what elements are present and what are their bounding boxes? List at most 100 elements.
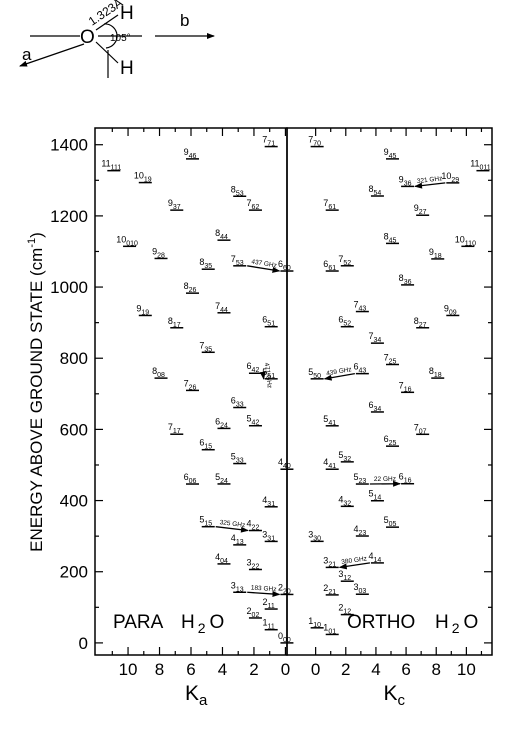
- level-label: 770: [308, 135, 321, 148]
- level-label: 844: [215, 228, 228, 241]
- level-label: 000: [278, 631, 291, 644]
- level-k: 110: [465, 240, 476, 247]
- atom: O: [80, 27, 95, 48]
- level-k: 41: [328, 463, 336, 470]
- level-j: 4: [323, 457, 328, 467]
- level-label: 928: [152, 246, 165, 259]
- level-label: 422: [247, 519, 260, 532]
- x-tick-label: 8: [155, 660, 164, 679]
- level-label: 808: [152, 366, 165, 379]
- level-k: 43: [358, 368, 366, 375]
- level-label: 743: [353, 300, 366, 313]
- y-tick-label: 0: [79, 634, 88, 653]
- transition-label: 439 GHz: [326, 366, 352, 377]
- level-label: 550: [308, 367, 321, 380]
- x-tick-label: 6: [401, 660, 410, 679]
- level-j: 6: [231, 396, 236, 406]
- level-k: 54: [374, 190, 382, 197]
- level-j: 8: [184, 281, 189, 291]
- level-k: 16: [404, 478, 412, 485]
- level-label: 312: [338, 569, 351, 582]
- level-j: 9: [152, 246, 157, 256]
- level-j: 9: [184, 147, 189, 157]
- level-k: 52: [343, 260, 351, 267]
- bond-angle: 105°: [110, 33, 131, 44]
- level-j: 5: [353, 472, 358, 482]
- level-k: 37: [173, 204, 181, 211]
- level-k: 51: [267, 373, 275, 380]
- level-j: 7: [168, 422, 173, 432]
- level-k: 61: [328, 265, 336, 272]
- x-axis-label: Ka: [185, 682, 208, 709]
- level-k: 35: [204, 346, 212, 353]
- level-label: 211: [263, 597, 275, 610]
- level-j: 3: [262, 529, 267, 539]
- level-label: 413: [231, 533, 244, 546]
- level-k: 24: [220, 422, 228, 429]
- level-j: 5: [369, 489, 374, 499]
- level-k: 08: [157, 372, 165, 379]
- level-j: 9: [136, 303, 141, 313]
- level-j: 2: [338, 603, 343, 613]
- level-k: 18: [434, 372, 442, 379]
- level-label: 10010: [116, 234, 138, 247]
- level-k: 33: [236, 458, 244, 465]
- level-j: 2: [247, 606, 252, 616]
- formula-sub: 2: [452, 620, 460, 636]
- transition-label: 437 GHz: [251, 258, 277, 269]
- level-k: 32: [343, 500, 351, 507]
- y-axis-label-part: ): [27, 232, 46, 238]
- level-k: 42: [252, 367, 260, 374]
- level-j: 5: [215, 472, 220, 482]
- level-j: 6: [215, 416, 220, 426]
- level-label: 533: [231, 452, 244, 465]
- level-j: 7: [308, 135, 313, 145]
- x-tick-label: 2: [249, 660, 258, 679]
- level-k: 21: [328, 561, 336, 568]
- level-label: 716: [399, 380, 412, 393]
- y-tick-label: 1200: [50, 207, 88, 226]
- level-label: 1029: [441, 171, 459, 184]
- level-k: 10: [313, 622, 321, 629]
- level-label: 854: [369, 184, 382, 197]
- level-label: 541: [323, 414, 336, 427]
- x-tick-label: 10: [119, 660, 138, 679]
- level-label: 836: [399, 273, 412, 286]
- y-tick-label: 1400: [50, 136, 88, 155]
- level-k: 41: [328, 420, 336, 427]
- level-j: 8: [199, 257, 204, 267]
- level-k: 42: [252, 420, 260, 427]
- level-k: 53: [236, 190, 244, 197]
- level-k: 51: [267, 321, 275, 328]
- y-axis-label-part: ENERGY ABOVE GROUND STATE (cm: [27, 248, 46, 552]
- formula-part: O: [464, 612, 479, 633]
- level-label: 818: [429, 366, 442, 379]
- level-j: 4: [369, 551, 374, 561]
- level-label: 835: [199, 257, 212, 270]
- formula-sub: 2: [198, 620, 206, 636]
- x-tick-label: 10: [457, 660, 476, 679]
- level-label: 11011: [470, 159, 491, 172]
- level-label: 431: [262, 495, 275, 508]
- transition-label: 325 GHz: [219, 519, 245, 529]
- level-j: 5: [247, 414, 252, 424]
- level-k: 27: [419, 209, 427, 216]
- level-j: 8: [215, 228, 220, 238]
- level-k: 34: [374, 337, 382, 344]
- level-label: 524: [215, 472, 228, 485]
- level-k: 19: [144, 177, 152, 184]
- level-label: 110: [308, 616, 321, 629]
- axis-a-arrow: [19, 43, 85, 67]
- x-axis-label-part: K: [384, 682, 398, 705]
- level-k: 05: [389, 521, 397, 528]
- level-label: 827: [414, 316, 427, 329]
- level-label: 937: [168, 198, 181, 211]
- level-j: 7: [323, 198, 328, 208]
- level-j: 7: [184, 378, 189, 388]
- molecule-diagram: [19, 14, 215, 78]
- x-tick-label: 4: [371, 660, 380, 679]
- level-label: 532: [338, 450, 351, 463]
- level-j: 3: [353, 582, 358, 592]
- level-k: 44: [220, 234, 228, 241]
